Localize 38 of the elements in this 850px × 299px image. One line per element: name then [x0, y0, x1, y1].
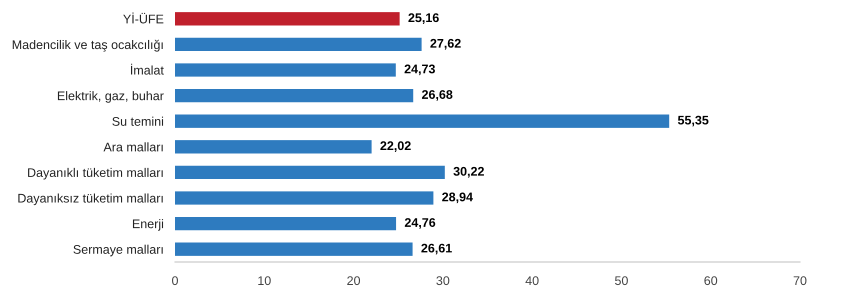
data-label: 24,73	[404, 64, 435, 76]
x-tick-label: 40	[525, 276, 539, 286]
data-label: 26,61	[421, 244, 452, 254]
bar	[175, 191, 434, 205]
bar	[175, 12, 400, 26]
y-tick-label: Madencilik ve taş ocakcılığı	[12, 40, 163, 52]
y-tick-label: Dayanıklı tüketim malları	[28, 168, 163, 180]
x-tick-label: 10	[258, 276, 271, 286]
data-label: 27,62	[430, 38, 461, 50]
x-tick-label: 0	[172, 276, 178, 286]
bar	[175, 114, 670, 128]
x-tick-label: 20	[347, 276, 360, 286]
data-label: 26,68	[422, 90, 452, 101]
bar	[175, 140, 372, 154]
y-tick-label: İmalat	[131, 64, 164, 75]
x-tick-label: 70	[794, 276, 806, 286]
y-tick-label: Ara malları	[103, 142, 163, 152]
y-tick-label: Yİ-ÜFE	[123, 12, 164, 24]
y-tick-label: Su temini	[112, 116, 164, 126]
y-tick-label: Elektrik, gaz, buhar	[58, 91, 164, 103]
bar	[175, 166, 445, 180]
data-label: 24,76	[404, 218, 436, 229]
data-label: 25,16	[408, 13, 439, 24]
data-label: 55,35	[678, 116, 708, 126]
bar	[175, 88, 414, 102]
y-tick-label: Enerji	[132, 219, 164, 231]
bar	[175, 216, 396, 230]
data-label: 22,02	[380, 141, 411, 152]
data-label: 28,94	[442, 192, 473, 204]
y-tick-label: Dayanıksız tüketim malları	[18, 193, 163, 206]
x-tick-label: 30	[436, 276, 450, 286]
data-label: 30,22	[453, 166, 484, 178]
bar	[175, 63, 396, 77]
x-tick-label: 60	[704, 276, 718, 286]
bar	[175, 38, 422, 52]
bar	[175, 242, 413, 256]
y-tick-label: Sermaye malları	[73, 244, 163, 256]
x-tick-label: 50	[614, 276, 628, 286]
